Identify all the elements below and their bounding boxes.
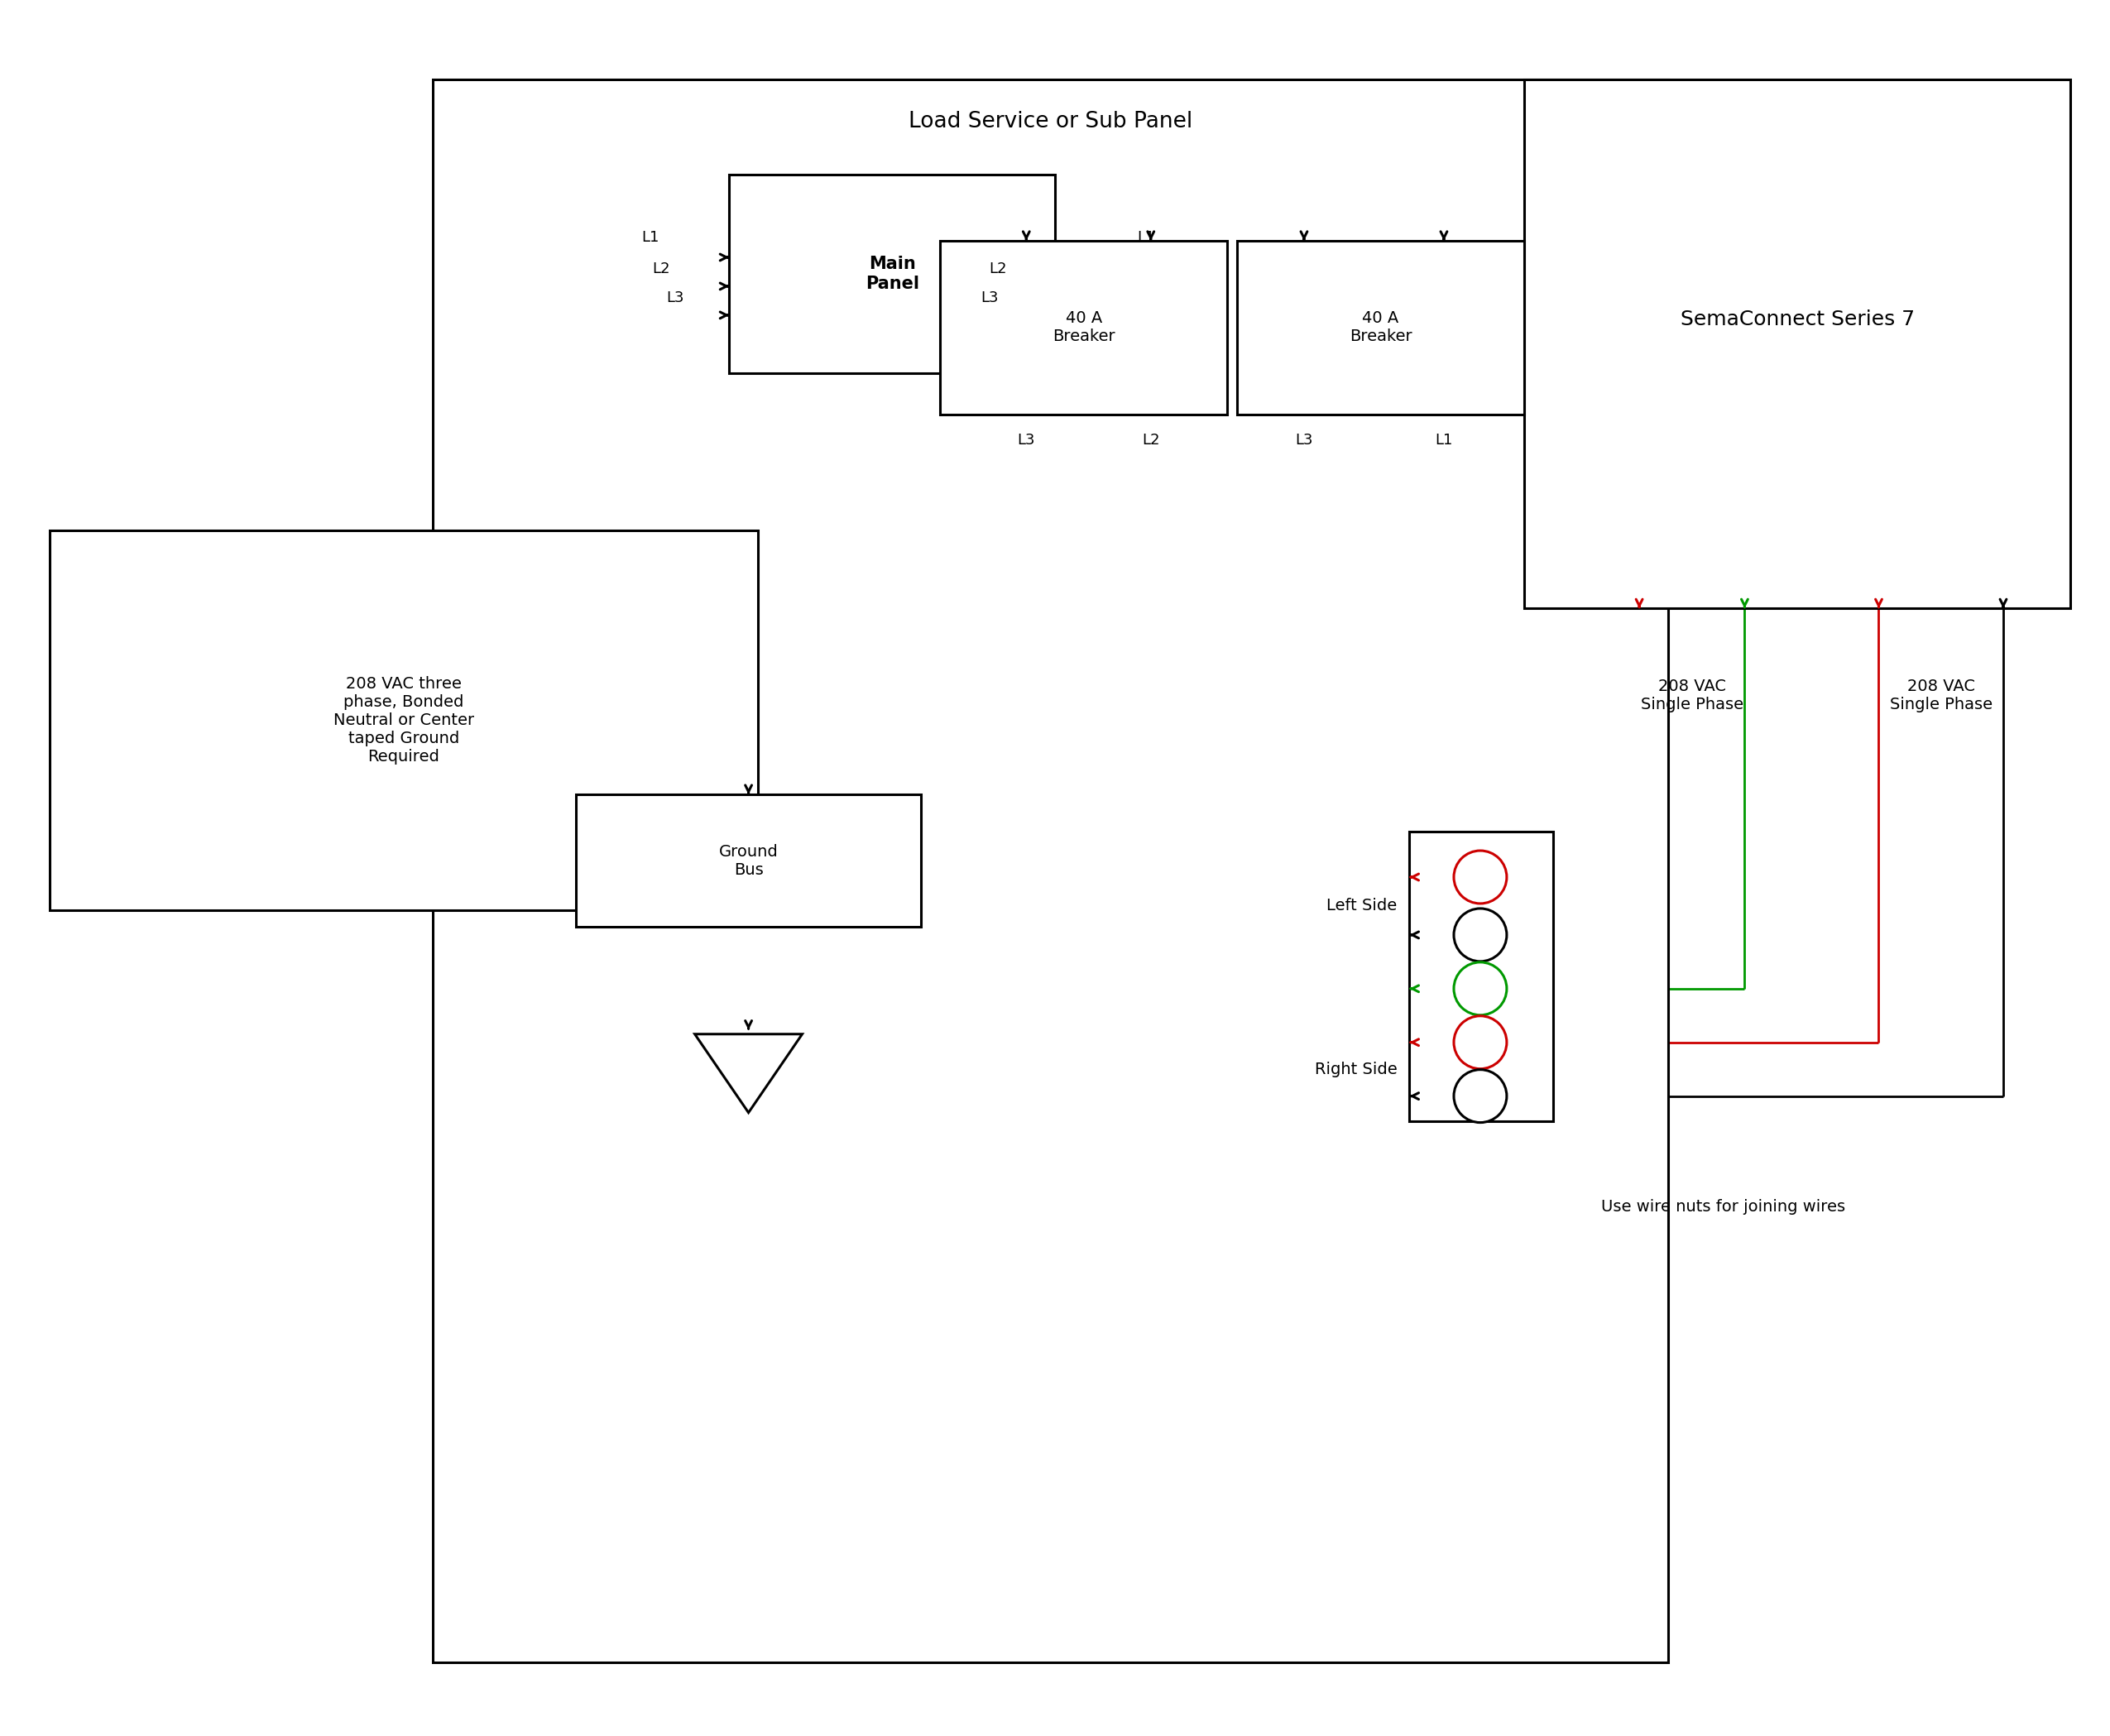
Bar bbox=[576, 795, 920, 927]
Text: Ground
Bus: Ground Bus bbox=[720, 844, 779, 877]
Text: L3: L3 bbox=[981, 290, 998, 306]
Bar bbox=[1409, 832, 1553, 1121]
Text: SemaConnect Series 7: SemaConnect Series 7 bbox=[1680, 309, 1914, 330]
Text: Right Side: Right Side bbox=[1315, 1061, 1397, 1076]
Bar bbox=[1523, 80, 2070, 609]
Text: Load Service or Sub Panel: Load Service or Sub Panel bbox=[907, 111, 1192, 132]
Text: L1: L1 bbox=[641, 231, 658, 245]
Text: Use wire nuts for joining wires: Use wire nuts for joining wires bbox=[1601, 1200, 1846, 1215]
Text: 40 A
Breaker: 40 A Breaker bbox=[1350, 311, 1412, 344]
Text: L3: L3 bbox=[1296, 432, 1312, 448]
Text: L2: L2 bbox=[1142, 432, 1160, 448]
Bar bbox=[730, 175, 1055, 373]
Circle shape bbox=[1454, 851, 1507, 903]
Circle shape bbox=[1454, 908, 1507, 962]
Text: 208 VAC
Single Phase: 208 VAC Single Phase bbox=[1642, 679, 1743, 713]
Circle shape bbox=[1454, 962, 1507, 1016]
Text: L3: L3 bbox=[1017, 432, 1036, 448]
Text: L1: L1 bbox=[1137, 231, 1154, 245]
Text: 208 VAC
Single Phase: 208 VAC Single Phase bbox=[1891, 679, 1992, 713]
Text: 40 A
Breaker: 40 A Breaker bbox=[1053, 311, 1114, 344]
Bar bbox=[433, 80, 1669, 1661]
Bar bbox=[1236, 241, 1523, 415]
Text: 208 VAC three
phase, Bonded
Neutral or Center
taped Ground
Required: 208 VAC three phase, Bonded Neutral or C… bbox=[333, 675, 475, 764]
Circle shape bbox=[1454, 1016, 1507, 1069]
Circle shape bbox=[1454, 1069, 1507, 1123]
Text: Main
Panel: Main Panel bbox=[865, 255, 920, 292]
Bar bbox=[941, 241, 1228, 415]
Bar bbox=[49, 529, 757, 910]
Text: L1: L1 bbox=[1435, 432, 1452, 448]
Text: L2: L2 bbox=[652, 262, 669, 276]
Text: L3: L3 bbox=[667, 290, 684, 306]
Text: Left Side: Left Side bbox=[1327, 898, 1397, 913]
Text: L2: L2 bbox=[990, 262, 1006, 276]
